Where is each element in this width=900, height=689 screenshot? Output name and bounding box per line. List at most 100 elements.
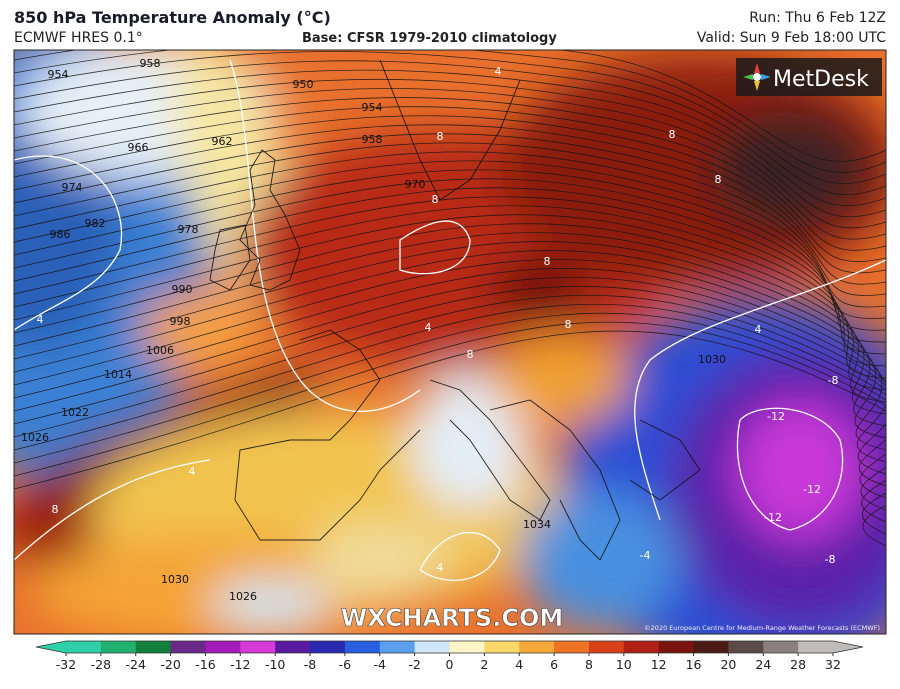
field: 954 958 950 962 966 974 982 986 978 990 998 1006 101… bbox=[14, 50, 886, 634]
isobar bbox=[14, 232, 886, 415]
colorbar-segment bbox=[310, 641, 346, 653]
isobar bbox=[14, 303, 886, 511]
colorbar-label: 8 bbox=[585, 657, 593, 672]
contour bbox=[14, 459, 211, 561]
colorbar: -32 -28 -24 -20 -16 -12 -10 -8 -6 -4 -2 0 2 4 6 8 10 12 16… bbox=[35, 640, 864, 672]
colorbar-segment bbox=[519, 641, 555, 653]
colorbar-label: 28 bbox=[790, 657, 806, 672]
credit: ©2020 European Centre for Medium-Range W… bbox=[644, 624, 880, 632]
colorbar-arrow-right bbox=[833, 641, 863, 653]
colorbar-label: -16 bbox=[195, 657, 215, 672]
isobar bbox=[14, 294, 886, 499]
colorbar-label: -24 bbox=[126, 657, 146, 672]
colorbar-label: -28 bbox=[91, 657, 111, 672]
isobar-label: 958 bbox=[140, 57, 161, 70]
isobar bbox=[14, 50, 886, 162]
anomaly-label: 8 bbox=[467, 348, 474, 361]
anomaly-label: -12 bbox=[767, 410, 785, 423]
isobar bbox=[14, 133, 886, 285]
map-labels: 954 958 950 962 966 974 982 986 978 990 998 1006 101… bbox=[21, 57, 838, 603]
isobar bbox=[14, 241, 886, 427]
colorbar-label: -8 bbox=[304, 657, 317, 672]
isobar bbox=[14, 78, 886, 218]
colorbar-label: 4 bbox=[515, 657, 523, 672]
isobar bbox=[14, 330, 886, 547]
colorbar-label: -20 bbox=[160, 657, 180, 672]
colorbar-segment bbox=[763, 641, 799, 653]
isobar bbox=[14, 276, 886, 475]
isobar bbox=[14, 69, 886, 207]
contour bbox=[419, 531, 501, 582]
logo-icon bbox=[743, 63, 771, 91]
coast bbox=[234, 329, 421, 541]
isobar-label: 954 bbox=[48, 68, 69, 81]
coastlines bbox=[209, 59, 701, 561]
coast bbox=[379, 59, 521, 201]
colorbar-label: 24 bbox=[755, 657, 771, 672]
isobar-label: 966 bbox=[128, 141, 149, 154]
colorbar-label: 20 bbox=[720, 657, 736, 672]
anomaly-contours bbox=[14, 59, 886, 582]
isobar bbox=[14, 250, 886, 439]
colorbar-segment bbox=[66, 641, 102, 653]
isobar-label: 958 bbox=[362, 133, 383, 146]
anomaly-label: 4 bbox=[437, 561, 444, 574]
colorbar-segment bbox=[658, 641, 695, 653]
colorbar-label: -12 bbox=[230, 657, 250, 672]
contour bbox=[399, 220, 471, 275]
isobar bbox=[14, 51, 886, 184]
anomaly-label: 8 bbox=[432, 193, 439, 206]
isobar-label: 974 bbox=[62, 181, 83, 194]
base: Base: CFSR 1979-2010 climatology bbox=[302, 31, 557, 46]
anomaly-label: 8 bbox=[715, 173, 722, 186]
anomaly-label: 4 bbox=[425, 321, 432, 334]
colorbar-label: -2 bbox=[408, 657, 420, 672]
isobar-label: 982 bbox=[85, 217, 106, 230]
isobar-label: 962 bbox=[212, 135, 233, 148]
isobar-label: 970 bbox=[405, 178, 426, 191]
isobar bbox=[14, 321, 886, 535]
isobar bbox=[14, 187, 886, 355]
anomaly-label: 8 bbox=[544, 255, 551, 268]
isobar bbox=[14, 142, 886, 296]
anomaly-label: 8 bbox=[565, 318, 572, 331]
contour bbox=[14, 155, 123, 331]
colorbar-segment bbox=[379, 641, 416, 653]
colorbar-label: 16 bbox=[686, 657, 702, 672]
isobar bbox=[14, 214, 886, 391]
colorbar-label: -10 bbox=[265, 657, 285, 672]
colorbar-segment bbox=[449, 641, 485, 653]
colorbar-segment bbox=[170, 641, 206, 653]
title: 850 hPa Temperature Anomaly (°C) bbox=[14, 8, 331, 27]
anomaly-label: 8 bbox=[437, 130, 444, 143]
colorbar-segment bbox=[414, 641, 450, 653]
isobar bbox=[14, 205, 886, 379]
isobar-label: 950 bbox=[293, 78, 314, 91]
contour bbox=[736, 407, 844, 531]
isobar bbox=[14, 285, 886, 487]
run: Run: Thu 6 Feb 12Z bbox=[749, 10, 886, 26]
isobar-label: 1014 bbox=[104, 368, 132, 381]
colorbar-arrow-left bbox=[36, 641, 66, 653]
map-frame bbox=[13, 49, 887, 635]
isobar bbox=[14, 124, 886, 274]
coast bbox=[239, 149, 301, 291]
colorbar-label: 0 bbox=[446, 657, 454, 672]
colorbar-segment bbox=[484, 641, 520, 653]
isobar-label: 990 bbox=[172, 283, 193, 296]
colorbar-segment bbox=[205, 641, 241, 653]
isobar bbox=[14, 268, 886, 463]
colorbar-segment bbox=[554, 641, 590, 653]
isobar-label: 1022 bbox=[61, 406, 89, 419]
colorbar-label: -32 bbox=[56, 657, 76, 672]
anomaly-label: -8 bbox=[828, 374, 839, 387]
isobar bbox=[14, 106, 886, 251]
coast bbox=[629, 419, 701, 501]
isobar bbox=[14, 259, 886, 451]
colorbar-segment bbox=[728, 641, 764, 653]
colorbar-segment bbox=[693, 641, 729, 653]
colorbar-segment bbox=[588, 641, 625, 653]
anomaly-label: 4 bbox=[755, 323, 762, 336]
